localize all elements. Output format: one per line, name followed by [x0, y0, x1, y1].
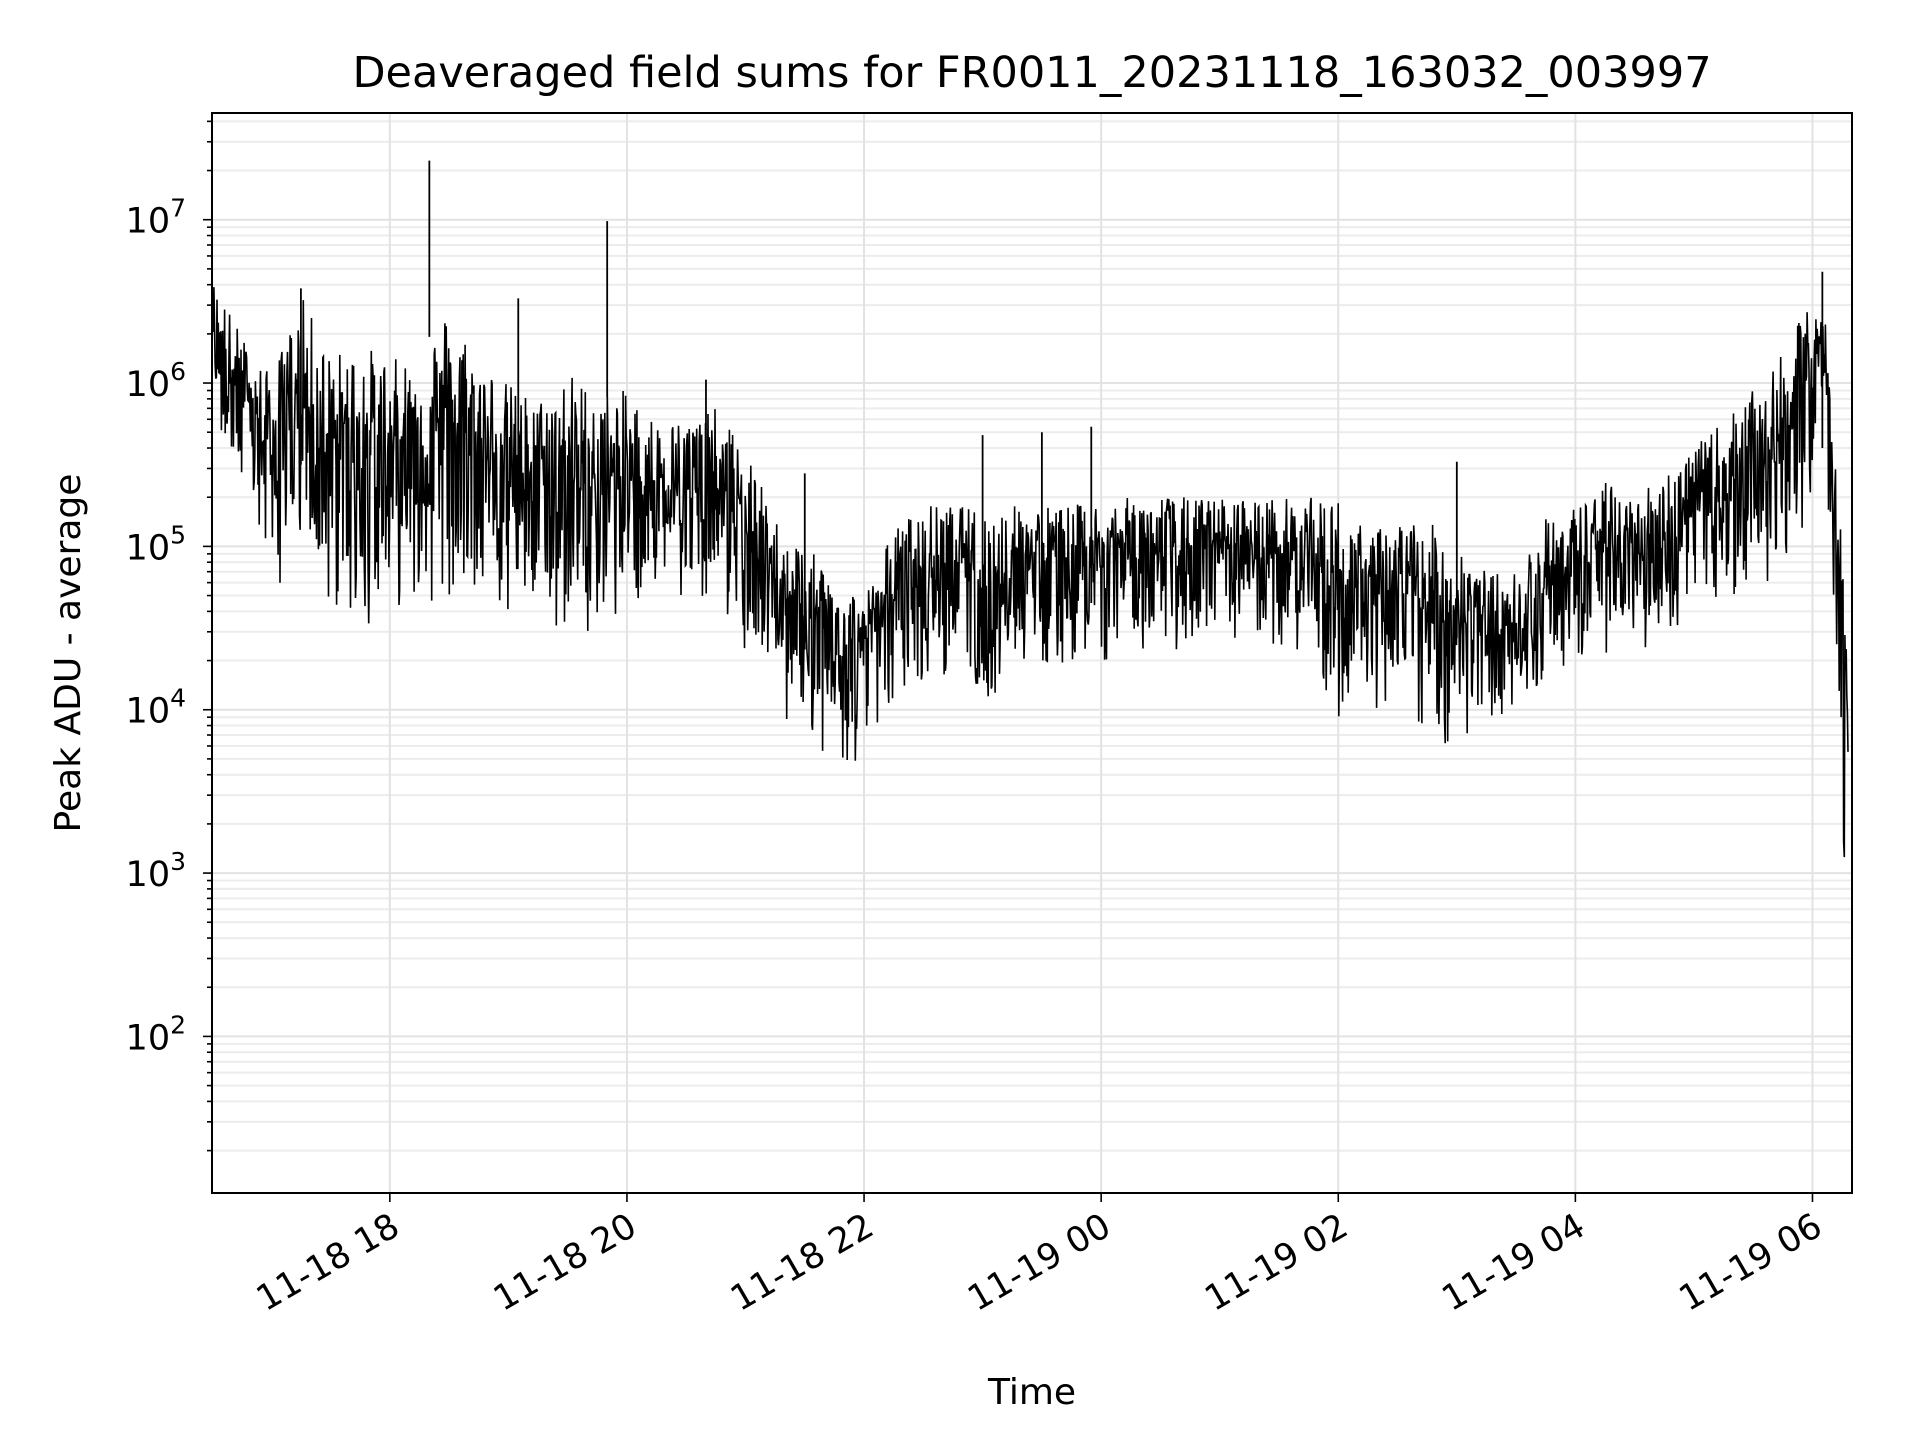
- y-tick-label: 104: [126, 684, 186, 732]
- plot-layer: [212, 160, 1849, 858]
- x-axis-label: Time: [987, 1372, 1076, 1413]
- y-tick-label: 103: [126, 847, 186, 895]
- y-tick-label: 105: [126, 520, 186, 568]
- x-tick-label: 11-19 02: [1198, 1206, 1354, 1319]
- x-tick-label: 11-19 04: [1436, 1206, 1592, 1319]
- x-tick-label: 11-18 20: [487, 1206, 643, 1319]
- y-tick-label: 106: [126, 357, 186, 405]
- x-tick-label: 11-18 18: [250, 1206, 406, 1319]
- y-tick-label: 107: [126, 194, 186, 242]
- data-series-line: [212, 287, 1849, 858]
- x-tick-label: 11-19 00: [961, 1206, 1117, 1319]
- chart-title: Deaveraged field sums for FR0011_2023111…: [352, 48, 1711, 98]
- grid-layer: [212, 113, 1852, 1193]
- x-tick-label: 11-19 06: [1673, 1206, 1829, 1319]
- x-tick-label: 11-18 22: [724, 1206, 880, 1319]
- plot-frame: [211, 112, 1853, 1194]
- series-group: [212, 160, 1849, 858]
- y-tick-label: 102: [126, 1010, 186, 1058]
- y-axis-label: Peak ADU - average: [48, 474, 89, 833]
- tick-layer: 102 103 104 105 106 107 11-18 18 11-18 20 11-18 …: [126, 120, 1829, 1319]
